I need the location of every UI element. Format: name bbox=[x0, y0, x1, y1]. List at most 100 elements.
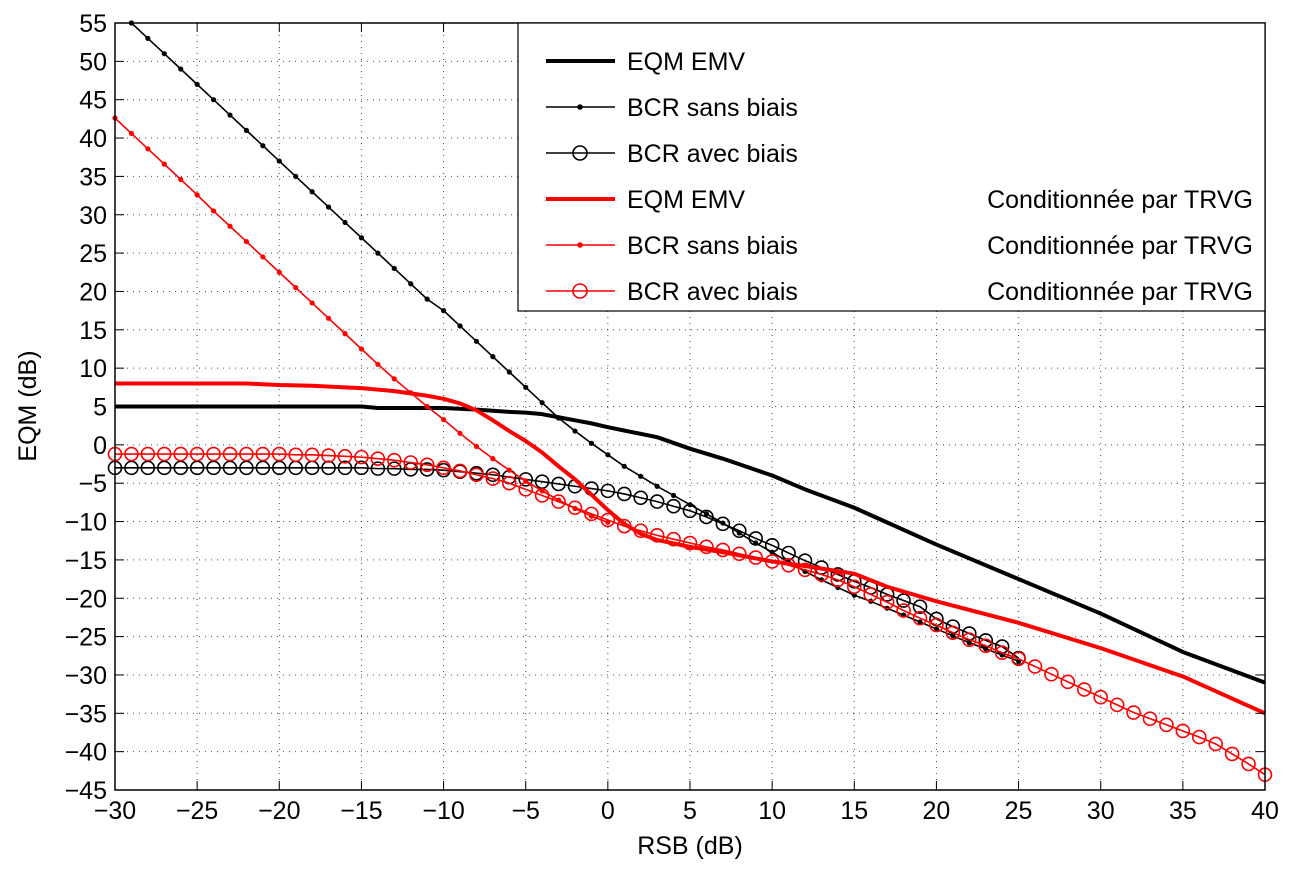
data-point bbox=[600, 512, 616, 528]
data-point bbox=[814, 567, 829, 582]
data-point bbox=[473, 338, 480, 344]
legend-condition-label: Conditionnée par TRVG bbox=[987, 278, 1253, 306]
data-point bbox=[966, 640, 972, 646]
x-tick-label: −5 bbox=[511, 797, 540, 825]
data-point bbox=[912, 610, 928, 626]
x-tick-label: 25 bbox=[1005, 797, 1033, 825]
series-line bbox=[115, 467, 1020, 659]
data-point bbox=[666, 498, 681, 514]
data-point bbox=[239, 446, 254, 462]
data-point bbox=[325, 204, 332, 210]
data-point bbox=[699, 509, 714, 525]
data-point bbox=[457, 430, 463, 436]
data-point bbox=[961, 632, 977, 647]
data-point bbox=[633, 490, 649, 506]
legend-entry: EQM EMV Conditionnée par TRVG bbox=[546, 186, 1253, 214]
data-point bbox=[649, 494, 665, 509]
y-tick-label: 55 bbox=[79, 10, 107, 38]
y-tick-label: 40 bbox=[79, 125, 107, 153]
x-tick-label: 15 bbox=[840, 797, 868, 825]
x-tick-label: −20 bbox=[258, 797, 300, 825]
data-point bbox=[408, 390, 414, 396]
data-point bbox=[337, 449, 353, 464]
data-point bbox=[194, 192, 200, 198]
data-point bbox=[666, 531, 681, 547]
data-point bbox=[178, 66, 184, 72]
data-point bbox=[1142, 711, 1158, 726]
legend-entry: BCR avec biais bbox=[546, 140, 798, 168]
data-point bbox=[605, 452, 611, 458]
data-point bbox=[370, 461, 386, 476]
data-point bbox=[534, 474, 550, 489]
x-tick-label: 5 bbox=[683, 797, 697, 825]
data-point bbox=[145, 35, 151, 41]
data-point bbox=[173, 460, 189, 476]
data-point bbox=[764, 538, 780, 553]
data-point bbox=[588, 440, 595, 446]
y-tick-label: −40 bbox=[65, 739, 107, 767]
data-point bbox=[309, 300, 315, 306]
data-point bbox=[473, 443, 480, 449]
legend-marker bbox=[572, 145, 588, 161]
legend-marker bbox=[577, 242, 583, 248]
data-point bbox=[375, 361, 381, 367]
data-point bbox=[309, 189, 315, 195]
data-point bbox=[830, 572, 846, 588]
data-point bbox=[436, 460, 451, 476]
data-point bbox=[994, 645, 1010, 661]
data-point bbox=[572, 428, 578, 434]
data-point bbox=[1241, 756, 1256, 772]
data-point bbox=[271, 460, 287, 476]
data-point bbox=[1011, 651, 1026, 667]
y-tick-label: −20 bbox=[65, 585, 107, 613]
x-tick-label: −30 bbox=[94, 797, 136, 825]
data-point bbox=[506, 369, 512, 375]
data-point bbox=[1060, 674, 1076, 690]
data-point bbox=[124, 460, 139, 476]
y-tick-label: 0 bbox=[93, 432, 107, 460]
data-point bbox=[830, 567, 846, 582]
y-tick-label: 45 bbox=[79, 87, 107, 115]
legend-label: BCR avec biais bbox=[627, 278, 798, 306]
data-point bbox=[912, 599, 928, 614]
data-point bbox=[161, 161, 167, 167]
x-tick-label: 40 bbox=[1251, 797, 1279, 825]
data-point bbox=[255, 460, 271, 476]
data-point bbox=[304, 447, 320, 463]
data-point bbox=[276, 158, 282, 164]
legend-entry: BCR avec biais Conditionnée par TRVG bbox=[546, 278, 1253, 306]
x-axis-title: RSB (dB) bbox=[637, 832, 743, 860]
legend-label: EQM EMV bbox=[627, 186, 745, 214]
series-5 bbox=[107, 446, 1273, 782]
data-point bbox=[846, 579, 862, 595]
data-point bbox=[518, 472, 534, 487]
y-axis-title: EQM (dB) bbox=[14, 350, 42, 461]
data-point bbox=[354, 460, 369, 476]
data-point bbox=[1191, 729, 1207, 745]
y-tick-label: 50 bbox=[79, 48, 107, 76]
data-point bbox=[654, 483, 660, 489]
data-point bbox=[863, 587, 879, 602]
data-point bbox=[222, 446, 238, 462]
data-point bbox=[764, 554, 780, 569]
data-point bbox=[178, 176, 184, 183]
data-point bbox=[210, 97, 217, 103]
data-point bbox=[161, 51, 167, 57]
data-point bbox=[1044, 666, 1059, 682]
data-point bbox=[945, 625, 961, 641]
data-point bbox=[206, 446, 221, 462]
data-point bbox=[452, 463, 468, 479]
data-point bbox=[518, 482, 534, 497]
legend-label: BCR sans biais bbox=[627, 232, 798, 260]
legend: EQM EMV BCR sans biais BCR avec biais EQM E… bbox=[517, 22, 1266, 312]
data-point bbox=[271, 446, 287, 462]
series-layer bbox=[107, 20, 1273, 782]
data-point bbox=[649, 528, 665, 543]
data-point bbox=[490, 354, 496, 360]
data-point bbox=[391, 265, 397, 272]
data-point bbox=[386, 452, 402, 468]
data-point bbox=[239, 460, 254, 476]
data-point bbox=[621, 463, 627, 469]
data-point bbox=[293, 285, 299, 291]
